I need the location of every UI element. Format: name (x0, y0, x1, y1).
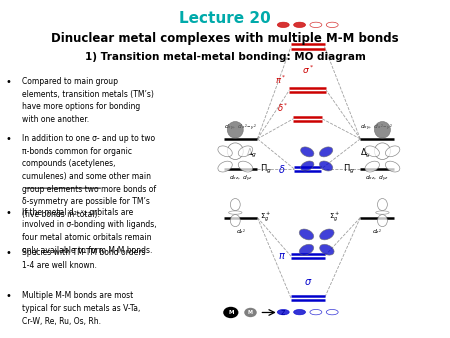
Text: •: • (6, 77, 12, 87)
Text: •: • (6, 248, 12, 258)
Ellipse shape (378, 215, 387, 226)
Ellipse shape (229, 211, 242, 214)
Text: $d_{xz},\ d_{yz}$: $d_{xz},\ d_{yz}$ (365, 174, 389, 184)
Text: typical for such metals as V-Ta,: typical for such metals as V-Ta, (22, 304, 140, 313)
Ellipse shape (320, 229, 334, 240)
Ellipse shape (320, 161, 333, 171)
Text: $\Sigma_g^+$: $\Sigma_g^+$ (260, 211, 271, 224)
Text: elements, transition metals (TM’s): elements, transition metals (TM’s) (22, 90, 153, 99)
Ellipse shape (227, 122, 243, 138)
Text: z: z (281, 308, 285, 317)
Text: compounds (acetylenes,: compounds (acetylenes, (22, 159, 115, 168)
Text: 1-4 are well known.: 1-4 are well known. (22, 261, 96, 269)
Text: with one another.: with one another. (22, 115, 89, 124)
Text: Species with TM-TM bond orders: Species with TM-TM bond orders (22, 248, 145, 257)
Ellipse shape (218, 161, 232, 172)
Ellipse shape (385, 146, 400, 157)
Text: $d_{z^2}$: $d_{z^2}$ (236, 227, 246, 236)
Ellipse shape (385, 161, 400, 172)
Ellipse shape (227, 143, 243, 160)
Text: $\pi$: $\pi$ (278, 251, 286, 261)
Ellipse shape (310, 22, 322, 27)
Text: Multiple M-M bonds are most: Multiple M-M bonds are most (22, 291, 133, 300)
Ellipse shape (294, 22, 306, 27)
Text: 1) Transition metal-metal bonding: MO diagram: 1) Transition metal-metal bonding: MO di… (85, 52, 365, 62)
Text: (five bonds in total).: (five bonds in total). (22, 210, 99, 219)
Text: $d_{xy},\ d_{x^2-y^2}$: $d_{xy},\ d_{x^2-y^2}$ (360, 123, 394, 134)
Ellipse shape (238, 146, 253, 157)
Ellipse shape (374, 122, 391, 138)
Ellipse shape (299, 244, 314, 255)
Ellipse shape (365, 146, 379, 157)
Text: δ-symmetry are possible for TM’s: δ-symmetry are possible for TM’s (22, 197, 149, 207)
Text: $\delta$: $\delta$ (278, 163, 286, 175)
Text: only available to form M-M bonds.: only available to form M-M bonds. (22, 246, 152, 255)
Ellipse shape (310, 310, 322, 315)
Text: If the metal d₂₋ʸ₂ orbitals are: If the metal d₂₋ʸ₂ orbitals are (22, 208, 133, 217)
Text: •: • (6, 134, 12, 144)
Text: $\sigma$: $\sigma$ (304, 277, 312, 287)
Ellipse shape (374, 143, 391, 160)
Ellipse shape (326, 310, 338, 315)
Ellipse shape (378, 198, 387, 211)
Text: have more options for bonding: have more options for bonding (22, 102, 140, 111)
Ellipse shape (320, 147, 333, 157)
Text: M: M (228, 310, 234, 315)
Text: $\Pi_g$: $\Pi_g$ (260, 163, 272, 175)
Text: $\Sigma_g^+$: $\Sigma_g^+$ (329, 211, 340, 224)
Text: $\Pi_g$: $\Pi_g$ (343, 163, 355, 175)
Text: In addition to one σ- and up to two: In addition to one σ- and up to two (22, 134, 155, 143)
Text: Compared to main group: Compared to main group (22, 77, 117, 86)
Text: π-bonds common for organic: π-bonds common for organic (22, 147, 131, 155)
Text: Dinuclear metal complexes with multiple M-M bonds: Dinuclear metal complexes with multiple … (51, 31, 399, 45)
Text: cumulenes) and some other main: cumulenes) and some other main (22, 172, 150, 181)
Text: •: • (6, 291, 12, 301)
Ellipse shape (277, 310, 289, 315)
Text: Lecture 20: Lecture 20 (179, 11, 271, 26)
Text: $d_{xz},\ d_{yz}$: $d_{xz},\ d_{yz}$ (229, 174, 252, 184)
Ellipse shape (238, 161, 253, 172)
Text: $\sigma^*$: $\sigma^*$ (302, 64, 314, 76)
Ellipse shape (230, 198, 240, 211)
Text: $\Delta_g$: $\Delta_g$ (246, 147, 257, 161)
Text: $\pi^*$: $\pi^*$ (275, 73, 287, 86)
Ellipse shape (301, 161, 314, 171)
Text: four metal atomic orbitals remain: four metal atomic orbitals remain (22, 233, 151, 242)
Circle shape (223, 307, 238, 318)
Text: $d_{z^2}$: $d_{z^2}$ (372, 227, 382, 236)
Ellipse shape (320, 244, 334, 255)
Text: •: • (6, 208, 12, 218)
Ellipse shape (376, 211, 389, 214)
Text: $d_{xy},\ d_{x^2-y^2}$: $d_{xy},\ d_{x^2-y^2}$ (224, 123, 257, 134)
Ellipse shape (277, 22, 289, 27)
Text: $\Delta_g$: $\Delta_g$ (360, 147, 372, 161)
Text: $\delta^*$: $\delta^*$ (277, 102, 289, 114)
Ellipse shape (299, 229, 314, 240)
Text: M: M (248, 310, 253, 315)
Circle shape (244, 308, 257, 317)
Text: involved in σ-bonding with ligands,: involved in σ-bonding with ligands, (22, 220, 156, 229)
Ellipse shape (301, 147, 314, 157)
Ellipse shape (230, 215, 240, 226)
Ellipse shape (326, 22, 338, 27)
Ellipse shape (294, 310, 306, 315)
Text: group elements two more bonds of: group elements two more bonds of (22, 185, 156, 194)
Ellipse shape (218, 146, 232, 157)
Ellipse shape (365, 161, 379, 172)
Text: Cr-W, Re, Ru, Os, Rh.: Cr-W, Re, Ru, Os, Rh. (22, 317, 100, 326)
